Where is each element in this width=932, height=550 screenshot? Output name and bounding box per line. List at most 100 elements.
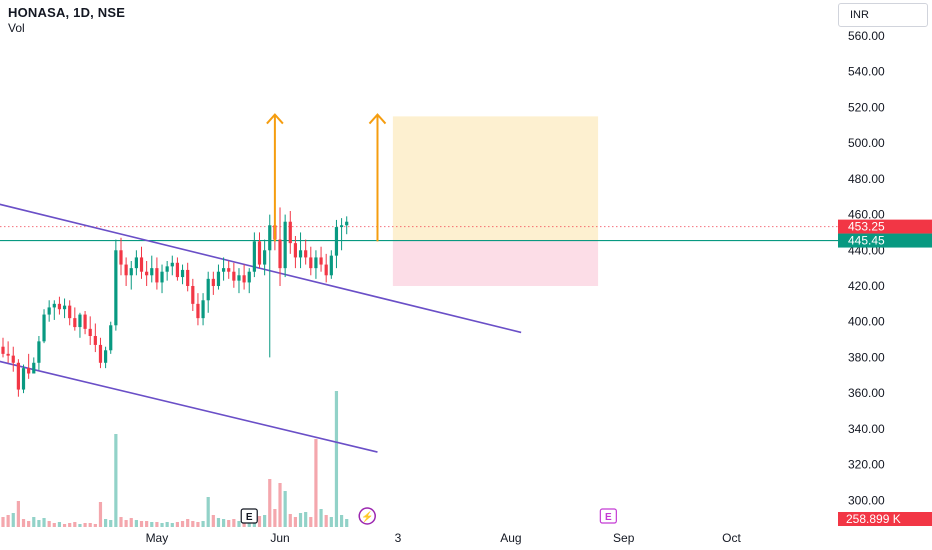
candle bbox=[37, 335, 41, 370]
candle bbox=[109, 321, 113, 354]
event-badges[interactable]: E ⚡ E bbox=[240, 507, 617, 525]
volume-bar bbox=[155, 522, 159, 527]
candle bbox=[124, 257, 128, 286]
volume-bar bbox=[263, 515, 267, 527]
candle bbox=[155, 257, 159, 290]
volume-tag-label: 258.899 K bbox=[846, 512, 901, 526]
candle bbox=[232, 262, 236, 288]
candle bbox=[88, 316, 92, 345]
symbol-title[interactable]: HONASA, 1D, NSE bbox=[8, 5, 126, 20]
volume-bar bbox=[150, 522, 154, 527]
earnings-letter: E bbox=[246, 512, 253, 523]
candle bbox=[73, 307, 77, 331]
volume-bar bbox=[339, 515, 344, 527]
volume-bar bbox=[62, 524, 67, 527]
volume-bar bbox=[37, 520, 41, 527]
volume-bar bbox=[160, 523, 164, 527]
candle bbox=[211, 271, 215, 295]
candle bbox=[93, 323, 97, 353]
x-tick-label: 3 bbox=[395, 531, 402, 545]
candle-body bbox=[252, 241, 256, 272]
split-circle bbox=[358, 507, 376, 525]
volume-bar bbox=[298, 513, 303, 527]
candle-body bbox=[27, 368, 31, 374]
price-tag-bg bbox=[838, 219, 932, 234]
candle bbox=[329, 250, 333, 279]
volume-bar bbox=[211, 515, 215, 527]
price-tag: 453.25 bbox=[838, 219, 932, 234]
candle bbox=[21, 364, 26, 394]
candle-body bbox=[11, 355, 15, 363]
candle-body bbox=[134, 257, 138, 269]
candle bbox=[221, 257, 226, 281]
up-arrow bbox=[368, 113, 387, 242]
volume-indicator-label[interactable]: Vol bbox=[8, 21, 25, 35]
candle-body bbox=[37, 341, 41, 363]
candle bbox=[216, 264, 221, 290]
candle bbox=[242, 264, 246, 290]
volume-bar bbox=[216, 518, 221, 527]
candle bbox=[57, 296, 62, 315]
candle-body bbox=[268, 225, 272, 251]
candle bbox=[268, 214, 272, 358]
candle-body bbox=[73, 318, 77, 328]
volume-bar bbox=[257, 516, 262, 527]
earnings-box bbox=[240, 508, 258, 524]
candle-body bbox=[139, 257, 144, 272]
volume-bar bbox=[237, 521, 241, 527]
candle bbox=[309, 246, 313, 276]
candle bbox=[1, 337, 5, 358]
volume-bar bbox=[109, 520, 113, 527]
candle-body bbox=[232, 271, 236, 281]
y-tick-label: 460.00 bbox=[848, 208, 885, 222]
price-axis[interactable]: 560.00540.00520.00500.00480.00460.00440.… bbox=[848, 29, 885, 507]
candle bbox=[283, 214, 287, 278]
volume-tag-bg bbox=[838, 512, 932, 526]
volume-bar bbox=[47, 521, 51, 527]
candle bbox=[6, 341, 10, 363]
candle-body bbox=[57, 303, 62, 310]
candle-body bbox=[263, 250, 267, 265]
volume-bar bbox=[206, 497, 210, 527]
lower-trend-line bbox=[0, 360, 378, 453]
y-tick-label: 500.00 bbox=[848, 136, 885, 150]
candle-body bbox=[191, 285, 195, 304]
candle-body bbox=[293, 243, 298, 258]
candle bbox=[345, 216, 349, 235]
candle-body bbox=[314, 257, 318, 269]
volume-bar bbox=[119, 517, 123, 527]
volume-bar bbox=[232, 519, 236, 527]
y-tick-label: 300.00 bbox=[848, 493, 885, 507]
candle bbox=[247, 268, 251, 294]
candle-body bbox=[242, 275, 246, 283]
time-axis[interactable]: May Jun 3 Aug Sep Oct bbox=[146, 531, 742, 545]
currency-badge[interactable]: INR bbox=[838, 3, 928, 27]
candle-body bbox=[109, 325, 113, 351]
volume-bar bbox=[196, 522, 200, 527]
candle-body bbox=[32, 362, 36, 374]
candle-body bbox=[319, 257, 323, 265]
volume-bar bbox=[57, 522, 62, 527]
candle-body bbox=[150, 268, 154, 276]
candle bbox=[304, 239, 308, 265]
candle-body bbox=[227, 268, 231, 272]
volume-bar bbox=[329, 517, 333, 527]
price-lines bbox=[0, 226, 838, 242]
candle-body bbox=[1, 346, 5, 354]
candle-body bbox=[324, 264, 328, 276]
candle bbox=[32, 357, 36, 374]
volume-bar bbox=[52, 523, 56, 527]
candle bbox=[119, 237, 123, 276]
arrow-head bbox=[266, 113, 284, 125]
candle-body bbox=[83, 314, 87, 329]
arrow-annotations[interactable] bbox=[266, 113, 387, 242]
volume-bar bbox=[175, 522, 180, 527]
volume-bar bbox=[21, 519, 26, 527]
volume-bar bbox=[191, 521, 195, 527]
candle-body bbox=[6, 353, 10, 356]
y-tick-label: 320.00 bbox=[848, 458, 885, 472]
candle-body bbox=[298, 250, 303, 258]
volume-bar bbox=[309, 517, 313, 527]
volume-bar bbox=[345, 519, 349, 527]
